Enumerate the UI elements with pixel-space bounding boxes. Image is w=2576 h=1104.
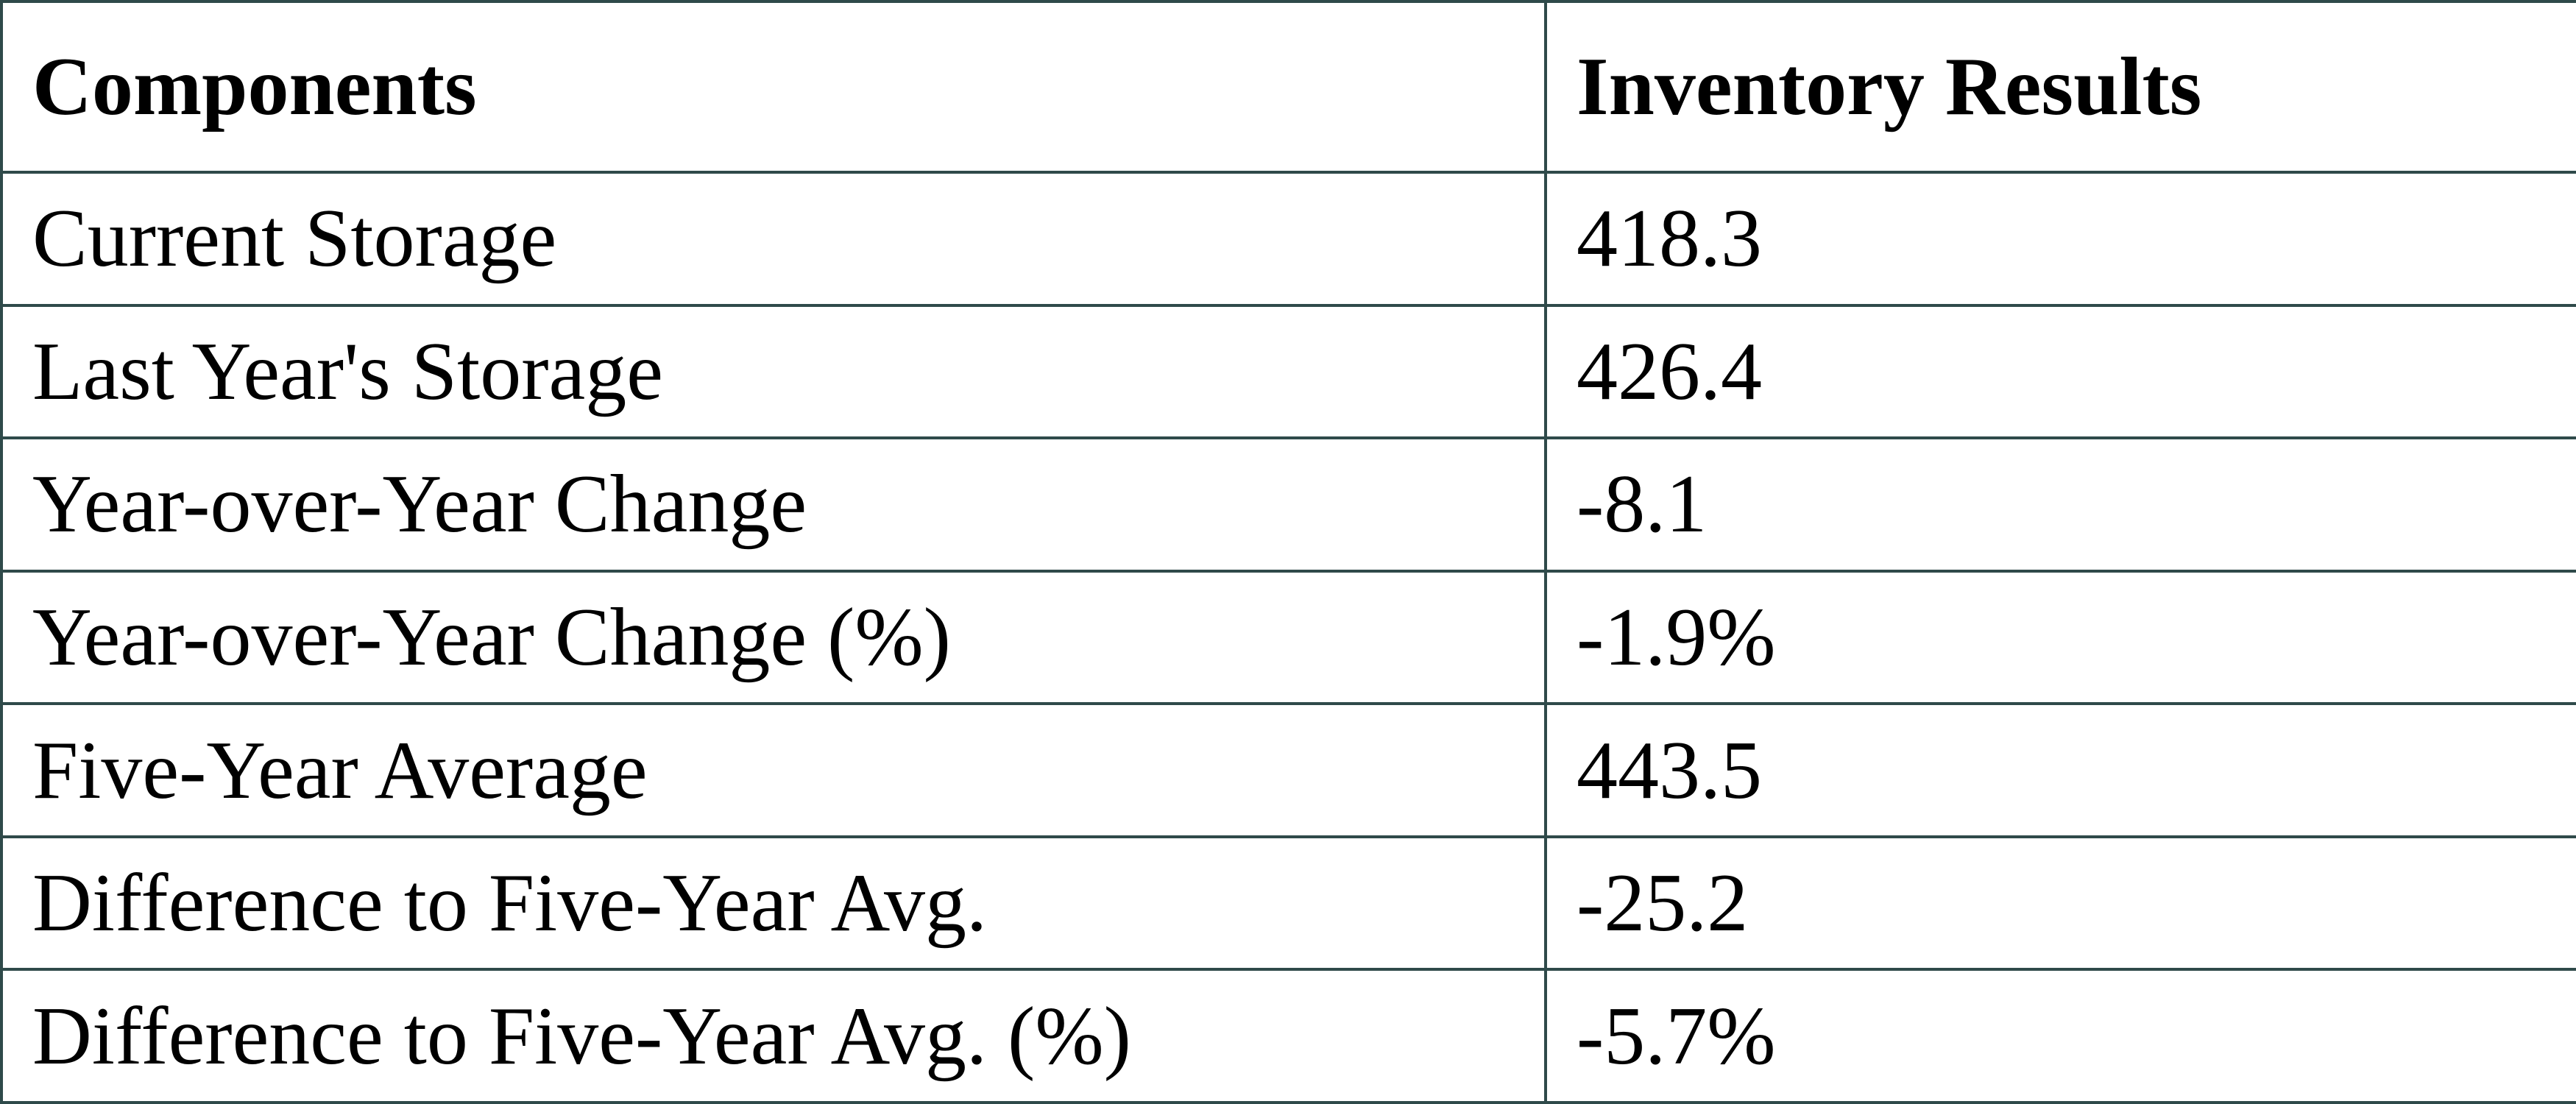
header-cell: Inventory Results bbox=[1544, 0, 2576, 174]
table-body: Current Storage 418.3 Last Year's Storage 4… bbox=[0, 171, 2576, 1104]
component-cell: Last Year's Storage bbox=[0, 303, 1547, 440]
component-cell: Difference to Five-Year Avg. bbox=[0, 835, 1547, 972]
result-cell: -25.2 bbox=[1544, 835, 2576, 972]
table-row: Current Storage 418.3 bbox=[0, 171, 2576, 307]
header-cell: Components bbox=[0, 0, 1547, 174]
table-row: Difference to Five-Year Avg. (%) -5.7% bbox=[0, 968, 2576, 1104]
header-row: Components Inventory Results bbox=[0, 0, 2576, 174]
component-cell: Year-over-Year Change bbox=[0, 436, 1547, 573]
table-row: Year-over-Year Change -8.1 bbox=[0, 436, 2576, 573]
component-cell: Difference to Five-Year Avg. (%) bbox=[0, 968, 1547, 1104]
result-cell: -8.1 bbox=[1544, 436, 2576, 573]
table-row: Year-over-Year Change (%) -1.9% bbox=[0, 569, 2576, 706]
table-row: Last Year's Storage 426.4 bbox=[0, 303, 2576, 440]
component-cell: Year-over-Year Change (%) bbox=[0, 569, 1547, 706]
table-row: Difference to Five-Year Avg. -25.2 bbox=[0, 835, 2576, 972]
result-cell: 426.4 bbox=[1544, 303, 2576, 440]
table-header: Components Inventory Results bbox=[0, 0, 2576, 174]
component-cell: Five-Year Average bbox=[0, 702, 1547, 838]
result-cell: -5.7% bbox=[1544, 968, 2576, 1104]
result-cell: 418.3 bbox=[1544, 171, 2576, 307]
result-cell: 443.5 bbox=[1544, 702, 2576, 838]
component-cell: Current Storage bbox=[0, 171, 1547, 307]
result-cell: -1.9% bbox=[1544, 569, 2576, 706]
table-row: Five-Year Average 443.5 bbox=[0, 702, 2576, 838]
